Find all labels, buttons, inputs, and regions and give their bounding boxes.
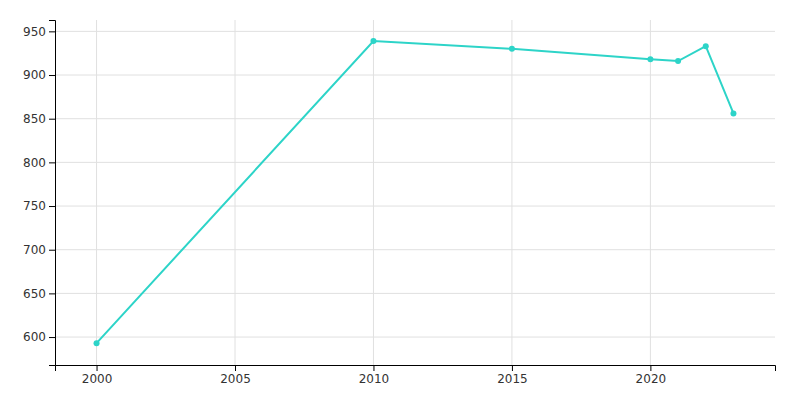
x-tick-label: 2010 (359, 372, 390, 386)
marker (370, 38, 376, 44)
grid (55, 20, 775, 365)
x-tick: 2000 (82, 365, 113, 386)
y-tick-mark (49, 337, 55, 338)
x-tick-mark (97, 365, 98, 371)
grid-line (650, 20, 651, 365)
marker (675, 58, 681, 64)
y-tick: 650 (23, 287, 55, 301)
x-tick-mark (650, 365, 651, 371)
y-tick: 900 (23, 68, 55, 82)
grid-line (96, 20, 97, 365)
y-tick: 750 (23, 199, 55, 213)
y-tick: 800 (23, 156, 55, 170)
y-tick-label: 650 (23, 287, 46, 301)
y-tick-label: 800 (23, 156, 46, 170)
line (97, 41, 734, 343)
grid-line (55, 206, 775, 207)
grid-line (373, 20, 374, 365)
marker (647, 56, 653, 62)
x-tick: 2010 (359, 365, 390, 386)
grid-line (55, 118, 775, 119)
marker (703, 43, 709, 49)
x-tick-mark (512, 365, 513, 371)
y-tick-label: 850 (23, 112, 46, 126)
grid-line (55, 293, 775, 294)
marks (94, 38, 737, 346)
y-axis: 600 650 700 750 800 850 900 950 (23, 21, 55, 366)
grid-line (55, 249, 775, 250)
plot: 2000 2005 2010 2015 2020 600 650 700 750 800 850 90… (23, 20, 775, 386)
x-tick: 2005 (220, 365, 251, 386)
y-tick-mark (49, 31, 55, 32)
y-tick-label: 750 (23, 199, 46, 213)
x-tick: 2015 (497, 365, 528, 386)
y-tick-mark (49, 250, 55, 251)
y-tick: 600 (23, 330, 55, 344)
grid-line (55, 75, 775, 76)
x-tick-mark (373, 365, 374, 371)
y-tick-mark (49, 206, 55, 207)
grid-line (55, 162, 775, 163)
y-tick-label: 900 (23, 68, 46, 82)
x-axis-line (56, 366, 776, 372)
x-tick: 2020 (636, 365, 667, 386)
y-tick-mark (49, 293, 55, 294)
marker (509, 46, 515, 52)
y-tick-label: 950 (23, 25, 46, 39)
y-tick-mark (49, 162, 55, 163)
y-tick-mark (49, 119, 55, 120)
y-tick-label: 600 (23, 330, 46, 344)
grid-line (55, 337, 775, 338)
x-tick-mark (235, 365, 236, 371)
chart: 2000 2005 2010 2015 2020 600 650 700 750 800 850 90… (0, 0, 800, 400)
x-tick-label: 2015 (497, 372, 528, 386)
marker (94, 340, 100, 346)
x-tick-label: 2000 (82, 372, 113, 386)
x-tick-label: 2020 (636, 372, 667, 386)
grid-line (55, 31, 775, 32)
x-tick-label: 2005 (220, 372, 251, 386)
y-tick-label: 700 (23, 243, 46, 257)
marker (730, 110, 736, 116)
x-axis: 2000 2005 2010 2015 2020 (56, 365, 776, 386)
grid-line (511, 20, 512, 365)
y-tick: 700 (23, 243, 55, 257)
y-tick-mark (49, 75, 55, 76)
y-tick: 950 (23, 25, 55, 39)
y-axis-line (49, 21, 56, 366)
y-tick: 850 (23, 112, 55, 126)
